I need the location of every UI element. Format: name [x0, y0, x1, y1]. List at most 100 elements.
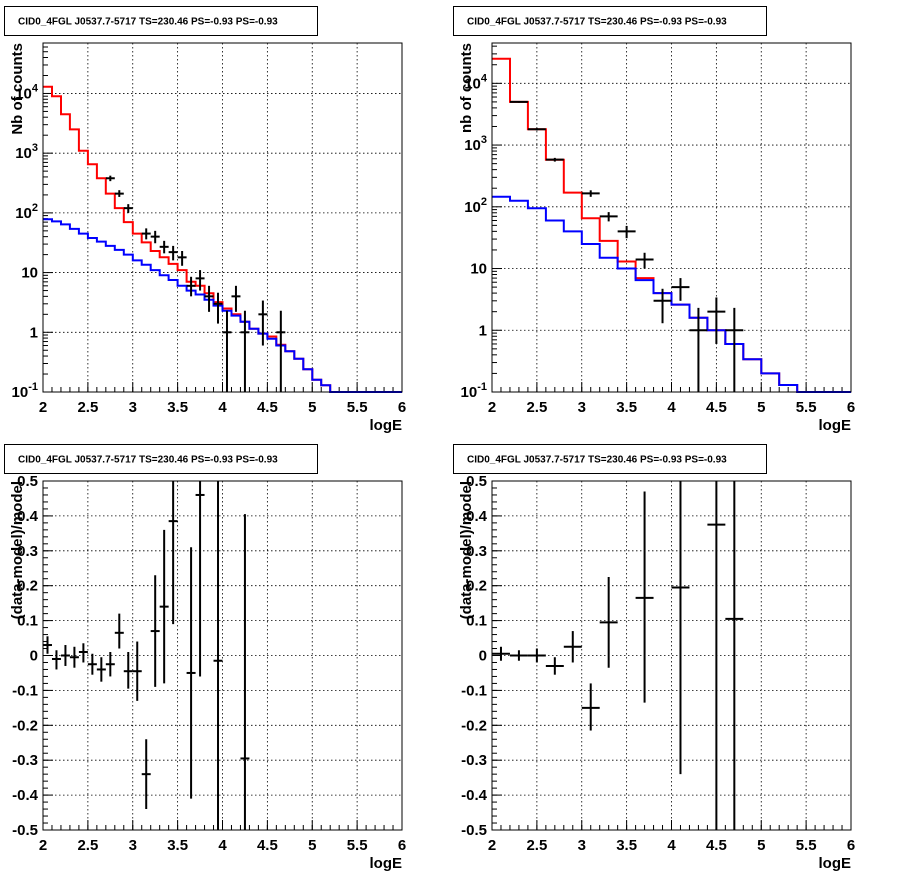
- y-tick-label: -0.2: [461, 717, 487, 734]
- x-tick-label: 3.5: [616, 837, 637, 854]
- data-point: [240, 310, 250, 392]
- data-point: [123, 204, 133, 213]
- x-tick-label: 3.5: [167, 837, 188, 854]
- y-tick-label: 103: [15, 142, 38, 162]
- data-point: [707, 297, 726, 344]
- data-point: [141, 228, 151, 240]
- y-tick-label: 0.1: [17, 613, 38, 630]
- y-tick-label: 104: [15, 82, 39, 102]
- data-point: [186, 276, 196, 297]
- x-tick-label: 3: [129, 399, 137, 416]
- data-point: [177, 250, 187, 266]
- y-tick-label: 0.2: [17, 578, 38, 595]
- data-point: [78, 643, 88, 663]
- y-tick-label: 0.5: [17, 473, 38, 490]
- data-point: [492, 646, 510, 661]
- data-point: [231, 285, 241, 312]
- x-axis-label: logE: [370, 417, 403, 434]
- x-tick-label: 5.5: [796, 837, 817, 854]
- chart-title: CID0_4FGL J0537.7-5717 TS=230.46 PS=-0.9…: [18, 17, 278, 28]
- x-tick-label: 4.5: [706, 837, 727, 854]
- chart-title: CID0_4FGL J0537.7-5717 TS=230.46 PS=-0.9…: [467, 455, 727, 466]
- data-point: [509, 650, 528, 661]
- x-tick-label: 5: [308, 399, 316, 416]
- data-point: [222, 310, 232, 392]
- x-tick-label: 2.5: [77, 837, 98, 854]
- plot-frame: [42, 480, 403, 831]
- data-point: [276, 310, 286, 392]
- y-tick-label: 104: [464, 72, 488, 92]
- x-tick-label: 5.5: [347, 399, 368, 416]
- data-point: [96, 657, 106, 682]
- data-point: [527, 128, 546, 131]
- data-point: [43, 636, 52, 654]
- y-tick-label: 0.5: [466, 473, 487, 490]
- y-axis-label: (data-model)/model: [458, 481, 475, 619]
- x-tick-label: 4: [218, 399, 227, 416]
- y-tick-label: 0.2: [466, 578, 487, 595]
- data-point: [150, 230, 160, 244]
- y-tick-label: -0.3: [12, 752, 38, 769]
- x-tick-label: 5: [308, 837, 316, 854]
- data-point: [599, 212, 618, 222]
- y-tick-label: 102: [15, 202, 38, 222]
- data-point: [509, 100, 528, 103]
- y-tick-label: 1: [479, 322, 487, 339]
- plot-frame: [491, 480, 852, 831]
- y-tick-label: 0.4: [466, 508, 488, 525]
- x-tick-label: 3: [129, 837, 137, 854]
- data-point: [653, 288, 672, 324]
- x-tick-label: 3: [578, 837, 586, 854]
- x-axis-label: logE: [819, 855, 852, 872]
- title-box: [453, 444, 767, 474]
- x-tick-label: 3.5: [167, 399, 188, 416]
- y-tick-label: 102: [464, 196, 487, 216]
- x-tick-label: 6: [847, 837, 855, 854]
- y-tick-label: 10-1: [12, 381, 38, 401]
- data-point: [689, 307, 708, 392]
- data-point: [114, 613, 124, 649]
- x-tick-label: 6: [398, 837, 406, 854]
- data-point: [725, 307, 744, 392]
- x-tick-label: 2.5: [526, 837, 547, 854]
- data-point: [725, 481, 744, 830]
- x-tick-label: 2.5: [77, 399, 98, 416]
- data-point: [581, 190, 600, 197]
- data-point: [114, 190, 124, 197]
- y-tick-label: 10: [21, 265, 38, 282]
- y-tick-label: -0.3: [461, 752, 487, 769]
- y-tick-label: 103: [464, 134, 487, 154]
- y-tick-label: 0.1: [466, 613, 487, 630]
- y-tick-label: -0.5: [461, 822, 487, 839]
- data-point: [204, 285, 214, 312]
- x-tick-label: 6: [398, 399, 406, 416]
- data-point: [159, 240, 169, 254]
- y-tick-label: -0.1: [12, 682, 38, 699]
- data-point: [123, 652, 133, 689]
- data-point: [707, 481, 726, 830]
- data-point: [141, 739, 151, 810]
- data-point: [195, 481, 205, 677]
- data-point: [563, 631, 582, 663]
- x-tick-label: 2: [488, 399, 496, 416]
- x-tick-label: 2: [39, 837, 47, 854]
- x-tick-label: 5: [757, 837, 765, 854]
- data-point: [527, 648, 546, 663]
- x-tick-label: 6: [847, 399, 855, 416]
- data-point: [635, 252, 654, 269]
- x-tick-label: 4: [218, 837, 227, 854]
- chart-panel-2: CID0_4FGL J0537.7-5717 TS=230.46 PS=-0.9…: [453, 6, 855, 434]
- data-point: [168, 245, 178, 261]
- y-tick-label: -0.4: [12, 787, 39, 804]
- x-tick-label: 4.5: [257, 399, 278, 416]
- y-tick-label: -0.2: [12, 717, 38, 734]
- data-point: [599, 576, 618, 668]
- data-point: [258, 300, 268, 346]
- y-tick-label: -0.1: [461, 682, 487, 699]
- plot-frame: [491, 42, 852, 393]
- y-tick-label: 1: [30, 324, 38, 341]
- y-tick-label: 0: [30, 648, 38, 665]
- x-axis-label: logE: [819, 417, 852, 434]
- data-point: [186, 547, 196, 799]
